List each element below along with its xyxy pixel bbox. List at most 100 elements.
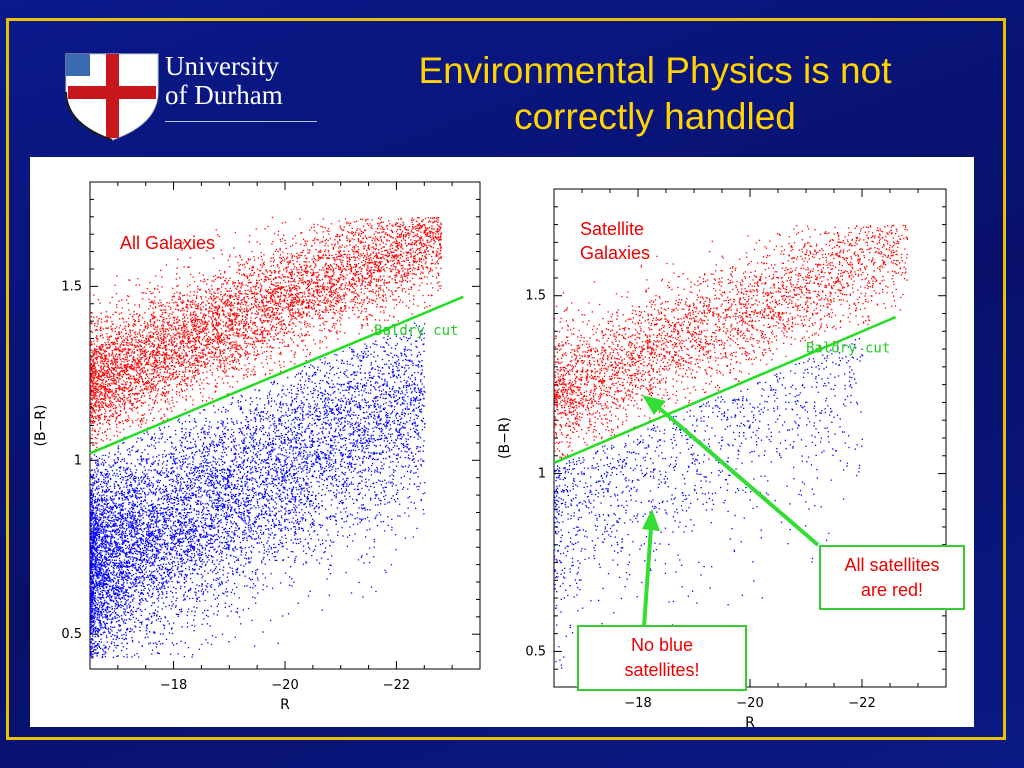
blue-point	[110, 517, 113, 519]
blue-point	[403, 403, 405, 405]
blue-point	[219, 497, 221, 499]
blue-point	[164, 476, 166, 479]
blue-point	[243, 434, 245, 436]
blue-point	[262, 411, 264, 413]
blue-point	[111, 553, 113, 555]
blue-point	[168, 453, 170, 456]
blue-point	[361, 359, 363, 362]
blue-point	[361, 450, 363, 452]
blue-point	[185, 576, 188, 578]
blue-point	[100, 581, 102, 584]
blue-point	[298, 426, 300, 429]
blue-point	[414, 379, 417, 381]
blue-point	[305, 482, 307, 484]
blue-point	[114, 461, 116, 463]
blue-point	[401, 396, 403, 399]
blue-point	[242, 411, 244, 414]
blue-point	[290, 404, 292, 407]
blue-point	[101, 498, 104, 500]
blue-point	[230, 539, 233, 541]
blue-point	[161, 608, 163, 610]
blue-point	[98, 568, 100, 571]
blue-point	[242, 539, 244, 541]
blue-point	[339, 435, 341, 437]
blue-point	[149, 524, 151, 526]
blue-point	[254, 572, 257, 574]
blue-point	[182, 449, 184, 451]
blue-point	[252, 487, 254, 489]
blue-point	[187, 448, 189, 450]
blue-point	[270, 458, 273, 461]
blue-point	[363, 384, 365, 387]
blue-point	[253, 432, 255, 434]
blue-point	[122, 509, 124, 511]
blue-point	[293, 581, 295, 583]
blue-point	[173, 462, 176, 464]
blue-point	[169, 483, 171, 486]
blue-point	[301, 431, 303, 433]
blue-point	[96, 610, 98, 612]
blue-point	[271, 495, 273, 497]
blue-point	[217, 475, 219, 477]
blue-point	[362, 447, 364, 449]
blue-point	[264, 481, 266, 483]
blue-point	[348, 383, 350, 385]
blue-point	[205, 563, 207, 565]
blue-point	[361, 471, 363, 474]
blue-point	[203, 470, 205, 472]
blue-point	[90, 642, 93, 644]
blue-point	[342, 429, 344, 431]
blue-point	[198, 549, 200, 551]
blue-point	[284, 512, 287, 515]
blue-point	[94, 565, 96, 567]
blue-point	[194, 443, 196, 445]
blue-point	[227, 446, 230, 448]
blue-point	[102, 573, 105, 575]
blue-point	[183, 595, 185, 597]
blue-point	[230, 509, 232, 511]
blue-point	[125, 619, 128, 621]
blue-point	[98, 562, 100, 565]
blue-point	[141, 566, 144, 568]
blue-point	[267, 456, 270, 458]
blue-point	[171, 512, 173, 515]
blue-point	[196, 502, 199, 505]
blue-point	[225, 454, 228, 456]
blue-point	[278, 478, 280, 481]
blue-point	[419, 394, 421, 396]
blue-point	[139, 568, 142, 570]
blue-point	[157, 462, 159, 465]
blue-point	[330, 516, 332, 518]
blue-point	[111, 630, 113, 632]
blue-point	[96, 618, 98, 620]
blue-point	[238, 431, 240, 434]
blue-point	[148, 469, 150, 471]
blue-point	[103, 564, 105, 567]
blue-point	[284, 478, 286, 480]
blue-point	[124, 614, 127, 616]
blue-point	[394, 348, 397, 350]
blue-point	[94, 489, 96, 491]
blue-point	[133, 583, 135, 585]
blue-point	[98, 646, 101, 649]
blue-point	[132, 606, 135, 608]
blue-point	[198, 479, 200, 482]
blue-point	[312, 413, 314, 415]
blue-point	[208, 465, 210, 468]
blue-point	[327, 534, 329, 536]
blue-point	[270, 548, 273, 550]
blue-point	[243, 440, 245, 443]
blue-point	[135, 583, 137, 585]
blue-point	[305, 446, 307, 449]
blue-point	[254, 417, 256, 419]
blue-point	[118, 586, 120, 588]
blue-point	[134, 465, 136, 467]
blue-point	[288, 392, 290, 394]
blue-point	[180, 517, 183, 519]
blue-point	[414, 377, 417, 379]
blue-point	[194, 483, 197, 485]
blue-point	[129, 473, 132, 476]
blue-point	[239, 478, 241, 480]
blue-point	[148, 485, 150, 487]
blue-point	[107, 608, 109, 611]
